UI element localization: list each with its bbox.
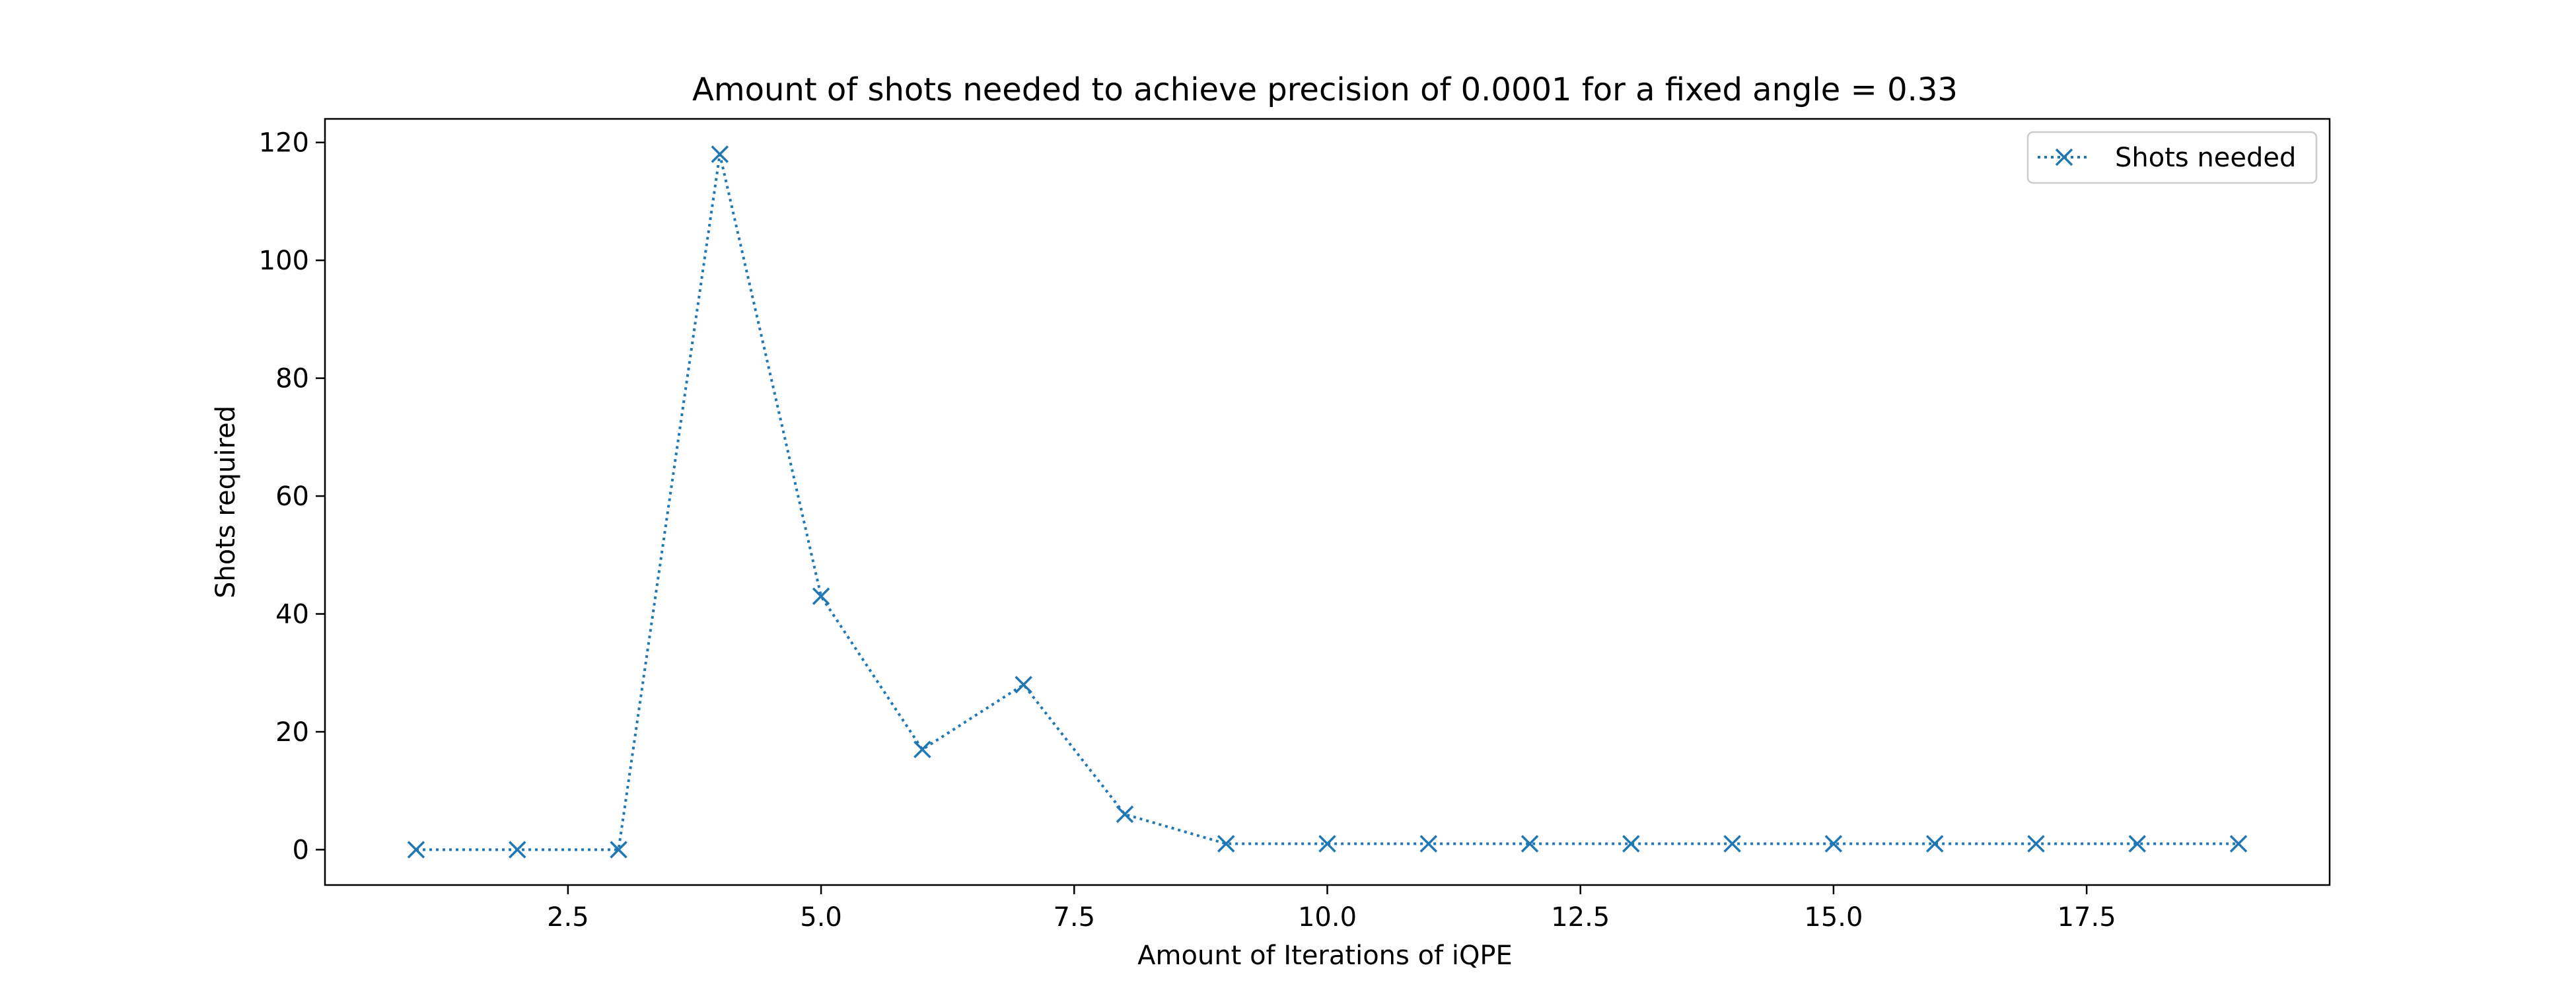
legend-label: Shots needed (2115, 143, 2296, 173)
data-point-marker (1925, 835, 1944, 853)
y-tick-label: 80 (275, 364, 309, 394)
chart-title: Amount of shots needed to achieve precis… (692, 71, 1958, 108)
x-tick-label: 15.0 (1804, 902, 1863, 933)
y-tick-label: 40 (275, 600, 309, 630)
x-tick-label: 2.5 (547, 902, 589, 933)
data-point-marker (1622, 835, 1640, 853)
y-tick-label: 120 (259, 128, 309, 159)
plot-area (407, 145, 2248, 859)
data-point-marker (407, 841, 425, 859)
data-point-marker (812, 587, 830, 606)
y-tick-label: 60 (275, 481, 309, 512)
data-point-marker (1116, 805, 1134, 824)
y-tick-label: 100 (259, 246, 309, 276)
data-point-marker (711, 145, 729, 163)
y-axis-label: Shots required (211, 406, 241, 598)
data-point-marker (2229, 835, 2248, 853)
data-point-marker (1217, 835, 1235, 853)
x-tick-label: 10.0 (1298, 902, 1357, 933)
legend-box (2026, 131, 2318, 184)
data-point-marker (2027, 835, 2045, 853)
data-point-marker (1723, 835, 1741, 853)
x-tick-label: 12.5 (1551, 902, 1610, 933)
x-axis-label: Amount of Iterations of iQPE (1137, 941, 1513, 971)
legend: Shots needed (2026, 131, 2318, 184)
y-tick-label: 20 (275, 717, 309, 748)
x-tick-label: 7.5 (1053, 902, 1095, 933)
data-point-marker (1521, 835, 1539, 853)
x-tick-label: 5.0 (800, 902, 842, 933)
data-point-marker (508, 841, 526, 859)
data-point-marker (2128, 835, 2146, 853)
data-point-marker (913, 740, 931, 759)
data-point-marker (1824, 835, 1843, 853)
data-point-marker (610, 841, 627, 859)
legend-marker (2055, 148, 2073, 166)
x-tick-label: 17.5 (2057, 902, 2116, 933)
y-axis: 0 20 40 60 80 100 120 (259, 128, 325, 865)
x-axis: 2.5 5.0 7.5 10.0 12.5 15.0 17.5 (547, 885, 2116, 933)
data-point-marker (1419, 835, 1438, 853)
data-point-marker (1015, 676, 1032, 693)
data-point-marker (1318, 835, 1336, 853)
y-tick-label: 0 (293, 835, 309, 865)
